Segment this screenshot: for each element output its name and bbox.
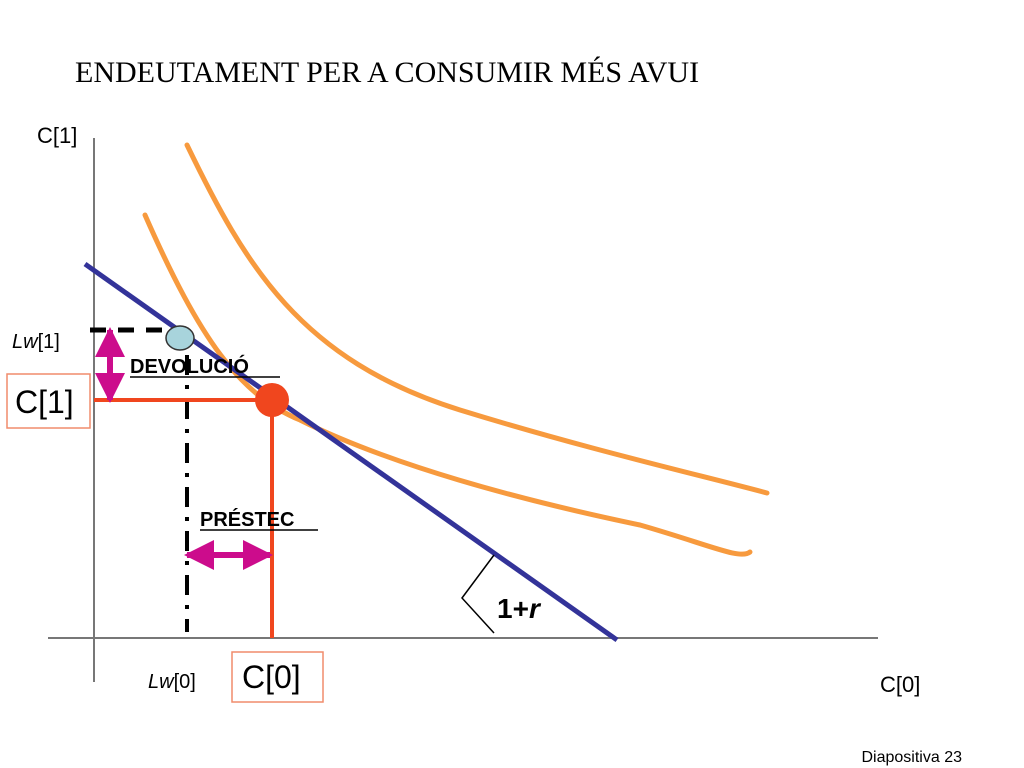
slide-number: Diapositiva 23 xyxy=(862,749,963,766)
lw1-label-italic: Lw xyxy=(12,331,39,353)
budget-line xyxy=(83,261,619,643)
x-axis-label: C[0] xyxy=(880,672,920,697)
slope-label-r: r xyxy=(529,593,542,624)
endowment-point xyxy=(165,325,195,351)
indifference-curve-low xyxy=(142,212,753,557)
lw1-label-rest: [1] xyxy=(38,331,60,353)
slide-title: ENDEUTAMENT PER A CONSUMIR MÉS AVUI xyxy=(75,56,699,89)
lw0-label-italic: Lw xyxy=(148,671,175,693)
indifference-curve-high xyxy=(184,142,770,496)
c1-box xyxy=(6,373,91,429)
slope-label: 1+r xyxy=(497,593,542,624)
slope-indicator xyxy=(461,554,495,634)
devolucio-label: DEVOLUCIÓ xyxy=(130,354,249,378)
c0-box xyxy=(231,651,324,703)
slope-label-plain: 1+ xyxy=(497,593,529,624)
y-axis-label: C[1] xyxy=(37,123,77,148)
c1-box-label: C[1] xyxy=(15,384,74,420)
lw0-label: Lw[0] xyxy=(148,671,196,693)
prestec-label: PRÉSTEC xyxy=(200,508,294,531)
lw1-label: Lw[1] xyxy=(12,331,60,353)
c0-box-label: C[0] xyxy=(242,659,301,695)
consumption-point xyxy=(255,383,289,417)
lw0-label-rest: [0] xyxy=(174,671,196,693)
